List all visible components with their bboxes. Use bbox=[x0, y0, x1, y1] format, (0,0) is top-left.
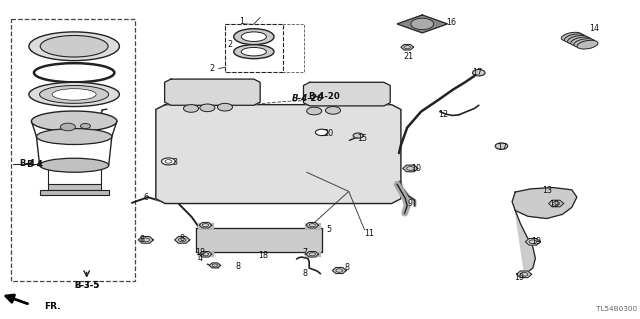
Ellipse shape bbox=[40, 35, 108, 57]
Text: 18: 18 bbox=[195, 248, 205, 256]
Text: 3: 3 bbox=[173, 158, 178, 167]
Text: 8: 8 bbox=[303, 269, 308, 278]
Polygon shape bbox=[199, 251, 212, 257]
Text: 4: 4 bbox=[197, 254, 202, 263]
Polygon shape bbox=[516, 271, 532, 278]
Ellipse shape bbox=[218, 103, 232, 111]
Ellipse shape bbox=[52, 89, 96, 100]
Polygon shape bbox=[305, 252, 320, 256]
Ellipse shape bbox=[241, 32, 266, 41]
Polygon shape bbox=[138, 237, 154, 243]
Polygon shape bbox=[164, 79, 260, 105]
Ellipse shape bbox=[568, 35, 589, 44]
Ellipse shape bbox=[36, 129, 112, 145]
Polygon shape bbox=[401, 44, 413, 50]
Bar bbox=[48, 184, 100, 190]
Polygon shape bbox=[548, 200, 564, 207]
Text: 14: 14 bbox=[589, 24, 600, 33]
Polygon shape bbox=[199, 222, 212, 228]
Text: 8: 8 bbox=[235, 262, 240, 271]
Text: 17: 17 bbox=[472, 68, 483, 77]
Ellipse shape bbox=[307, 107, 322, 115]
Polygon shape bbox=[156, 105, 401, 204]
Text: 8: 8 bbox=[140, 235, 145, 244]
Text: 20: 20 bbox=[323, 129, 333, 138]
Text: 16: 16 bbox=[446, 19, 456, 27]
Text: 17: 17 bbox=[498, 143, 508, 152]
Text: 13: 13 bbox=[541, 186, 552, 195]
Polygon shape bbox=[196, 228, 322, 252]
Ellipse shape bbox=[29, 82, 120, 107]
Ellipse shape bbox=[495, 143, 508, 149]
Bar bbox=[12, 19, 135, 281]
Polygon shape bbox=[198, 223, 213, 228]
Polygon shape bbox=[403, 165, 418, 172]
Ellipse shape bbox=[81, 123, 90, 129]
Text: 9: 9 bbox=[407, 199, 412, 208]
Ellipse shape bbox=[411, 18, 433, 30]
Text: 2: 2 bbox=[227, 40, 232, 48]
Ellipse shape bbox=[184, 105, 198, 112]
Ellipse shape bbox=[577, 40, 598, 49]
Bar bbox=[40, 190, 109, 195]
Text: 5: 5 bbox=[326, 225, 332, 234]
Ellipse shape bbox=[241, 48, 266, 56]
Ellipse shape bbox=[472, 70, 485, 76]
Text: 19: 19 bbox=[514, 273, 524, 282]
Ellipse shape bbox=[29, 32, 120, 61]
Text: 18: 18 bbox=[258, 251, 268, 260]
Polygon shape bbox=[515, 211, 536, 274]
Polygon shape bbox=[306, 222, 319, 228]
Text: 15: 15 bbox=[357, 134, 367, 143]
Text: B-4: B-4 bbox=[26, 160, 43, 169]
Ellipse shape bbox=[40, 85, 109, 103]
Ellipse shape bbox=[326, 107, 340, 114]
Text: 11: 11 bbox=[364, 229, 374, 238]
Ellipse shape bbox=[42, 65, 107, 80]
Text: 1: 1 bbox=[239, 17, 244, 26]
Polygon shape bbox=[332, 267, 346, 274]
Ellipse shape bbox=[161, 158, 175, 165]
Polygon shape bbox=[525, 239, 540, 245]
Polygon shape bbox=[209, 263, 221, 268]
Text: 19: 19 bbox=[532, 237, 541, 246]
Ellipse shape bbox=[31, 111, 117, 131]
Polygon shape bbox=[198, 252, 213, 256]
Ellipse shape bbox=[40, 158, 109, 172]
Text: 8: 8 bbox=[180, 234, 185, 243]
Ellipse shape bbox=[353, 133, 363, 138]
Bar bbox=[225, 24, 283, 72]
Ellipse shape bbox=[571, 37, 592, 46]
Ellipse shape bbox=[200, 104, 215, 112]
Text: 8: 8 bbox=[344, 263, 349, 272]
Polygon shape bbox=[306, 251, 319, 257]
Text: 6: 6 bbox=[143, 193, 148, 202]
Ellipse shape bbox=[564, 34, 586, 43]
Ellipse shape bbox=[561, 32, 582, 41]
Text: 2: 2 bbox=[210, 64, 215, 73]
Polygon shape bbox=[175, 237, 190, 243]
Polygon shape bbox=[512, 188, 577, 219]
Bar bbox=[225, 24, 304, 72]
Ellipse shape bbox=[574, 39, 595, 48]
Ellipse shape bbox=[234, 29, 274, 45]
Ellipse shape bbox=[316, 129, 328, 136]
Text: B-4-20: B-4-20 bbox=[292, 94, 324, 103]
Text: B-4: B-4 bbox=[19, 159, 35, 168]
Text: B-3-5: B-3-5 bbox=[74, 281, 99, 290]
Text: 7: 7 bbox=[302, 248, 307, 257]
Text: 10: 10 bbox=[411, 164, 421, 173]
Polygon shape bbox=[303, 82, 390, 106]
Polygon shape bbox=[397, 15, 447, 33]
Ellipse shape bbox=[234, 45, 274, 59]
Text: FR.: FR. bbox=[44, 302, 61, 311]
Text: 21: 21 bbox=[403, 52, 413, 61]
Polygon shape bbox=[305, 223, 320, 228]
Text: TL54B0300: TL54B0300 bbox=[596, 306, 637, 312]
Ellipse shape bbox=[60, 123, 76, 131]
Text: 19: 19 bbox=[549, 200, 559, 209]
Text: 12: 12 bbox=[438, 110, 448, 119]
Text: B-4-20: B-4-20 bbox=[308, 92, 340, 101]
Text: B-3-5: B-3-5 bbox=[74, 281, 99, 290]
